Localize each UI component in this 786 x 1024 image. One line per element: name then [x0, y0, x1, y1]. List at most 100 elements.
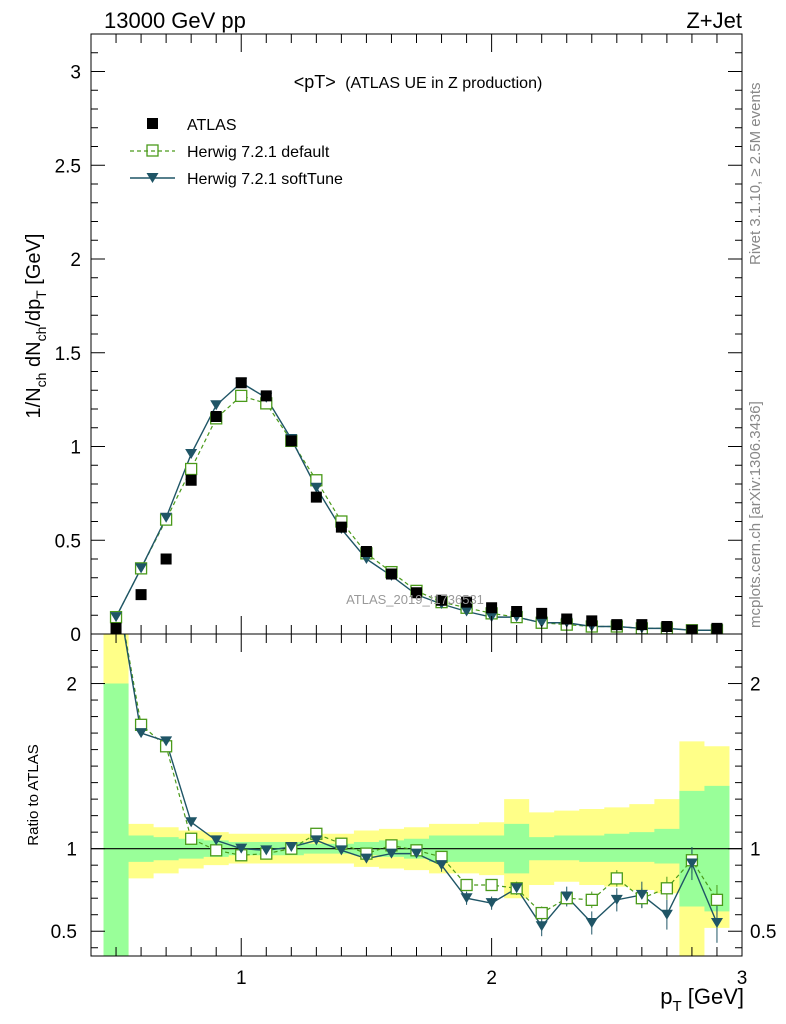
legend-marker-atlas [147, 118, 158, 129]
main-point-atlas [185, 474, 197, 486]
ratio-y-tick-label-right: 1 [750, 840, 761, 861]
ratio-point-herwig-default [585, 893, 598, 907]
main-panel: <pT> (ATLAS UE in Z production) ATLAS_20… [23, 33, 743, 635]
main-y-tick-label: 1 [70, 438, 81, 459]
ratio-x-tick-label: 1 [236, 968, 247, 989]
ratio-point-herwig-softtune [185, 817, 198, 828]
ratio-point-herwig-softtune [510, 883, 523, 894]
legend-item-atlas: ATLAS [147, 117, 237, 134]
ratio-point-herwig-softtune [135, 728, 148, 739]
ratio-band-outer [103, 634, 730, 956]
ratio-y-tick-label-right: 0.5 [750, 922, 776, 943]
ratio-point-herwig-default [460, 878, 473, 892]
main-point-atlas [411, 587, 422, 599]
legend-label-atlas: ATLAS [187, 117, 237, 134]
ratio-point-herwig-default [210, 844, 223, 857]
main-point-herwig-default [185, 462, 198, 476]
ratio-point-herwig-softtune [335, 845, 348, 856]
main-title-sub: (ATLAS UE in Z production) [345, 75, 542, 92]
ratio-point-herwig-softtune [385, 848, 398, 859]
ratio-y-axis-label: Ratio to ATLAS [25, 744, 42, 845]
main-point-atlas [335, 521, 347, 533]
main-point-atlas [360, 546, 372, 557]
watermark: ATLAS_2019_I1736531 [346, 592, 484, 607]
main-point-herwig-softtune [210, 400, 223, 411]
main-point-atlas [561, 613, 573, 625]
main-point-herwig-softtune [460, 606, 473, 617]
ratio-x-tick-label: 2 [486, 968, 497, 989]
ratio-point-herwig-softtune [160, 736, 173, 747]
ratio-point-herwig-softtune [585, 917, 598, 928]
legend-marker-herwig-softtune [146, 173, 159, 183]
main-plot-area [109, 377, 724, 634]
main-point-atlas [385, 568, 397, 580]
header-right: Z+Jet [686, 8, 742, 33]
main-point-herwig-default [235, 389, 248, 403]
ratio-point-herwig-softtune [410, 848, 423, 859]
main-point-atlas [235, 377, 247, 389]
main-point-atlas [636, 619, 648, 631]
ratio-point-herwig-softtune [310, 835, 323, 846]
axes: 0 0.5 1 1.5 2 2.5 3 1 2 3 0.5 0.5 1 1 2 2 [51, 33, 776, 989]
ratio-point-herwig-softtune [460, 893, 473, 904]
ratio-point-herwig-softtune [260, 845, 273, 856]
main-point-atlas [461, 596, 473, 608]
main-point-herwig-softtune [135, 563, 148, 574]
ratio-point-herwig-default [185, 832, 198, 845]
ratio-point-herwig-softtune [660, 909, 673, 920]
ratio-point-herwig-softtune [110, 579, 122, 589]
main-y-axis-label: 1/Nch dNch/dpT [GeV] [23, 234, 49, 419]
legend: ATLAS Herwig 7.2.1 default Herwig 7.2.1 … [130, 117, 343, 188]
main-y-tick-label: 3 [70, 63, 81, 84]
legend-label-herwig-default: Herwig 7.2.1 default [187, 144, 330, 161]
ratio-frame [90, 633, 743, 957]
main-y-tick-label: 0.5 [55, 531, 81, 552]
main-point-herwig-softtune [310, 482, 323, 493]
main-point-atlas [310, 491, 322, 503]
ratio-panel: Ratio to ATLAS pT [GeV] [25, 579, 744, 1015]
main-point-herwig-softtune [185, 449, 198, 459]
main-title: <pT> (ATLAS UE in Z production) [294, 72, 543, 92]
ratio-point-herwig-softtune [535, 921, 548, 932]
ratio-point-herwig-default [660, 882, 674, 895]
ratio-x-tick-label: 3 [737, 968, 748, 989]
ratio-point-herwig-softtune [635, 889, 648, 900]
main-point-herwig-softtune [535, 617, 548, 628]
ratio-point-herwig-softtune [210, 835, 223, 846]
ratio-point-herwig-softtune [485, 898, 498, 909]
ratio-y-tick-label: 2 [66, 675, 77, 696]
main-point-atlas [511, 606, 523, 617]
main-point-herwig-softtune [160, 512, 173, 523]
main-point-atlas [586, 615, 598, 627]
header-left: 13000 GeV pp [104, 8, 246, 33]
main-point-atlas [611, 619, 623, 631]
main-point-atlas [210, 411, 222, 422]
legend-label-herwig-softtune: Herwig 7.2.1 softTune [187, 171, 343, 188]
main-y-tick-label: 0 [70, 625, 81, 646]
ratio-point-herwig-softtune [710, 917, 723, 928]
main-y-tick-label: 2 [70, 250, 81, 271]
ratio-point-herwig-softtune [560, 891, 573, 902]
legend-item-herwig-softtune: Herwig 7.2.1 softTune [130, 171, 343, 188]
main-point-atlas [160, 553, 172, 565]
ratio-y-tick-label: 1 [66, 840, 77, 861]
main-point-atlas [285, 435, 297, 447]
main-title-main: <pT> [294, 72, 336, 92]
ratio-point-herwig-softtune [435, 860, 448, 871]
ratio-point-herwig-default [485, 878, 498, 892]
legend-item-herwig-default: Herwig 7.2.1 default [130, 144, 330, 161]
ratio-y-tick-label: 0.5 [51, 922, 77, 943]
main-point-atlas [135, 589, 147, 601]
ratio-plot-area [91, 579, 742, 956]
ratio-point-herwig-default [710, 893, 724, 907]
main-y-tick-label: 1.5 [55, 344, 81, 365]
x-axis-label: pT [GeV] [660, 984, 744, 1015]
main-y-tick-label: 2.5 [55, 156, 81, 177]
ratio-point-herwig-default [610, 872, 623, 885]
ratio-point-herwig-default [535, 906, 548, 920]
ratio-point-herwig-softtune [610, 894, 623, 905]
ratio-point-herwig-default [111, 579, 122, 590]
legend-marker-herwig-default [146, 144, 159, 157]
ratio-point-herwig-softtune [285, 842, 298, 853]
